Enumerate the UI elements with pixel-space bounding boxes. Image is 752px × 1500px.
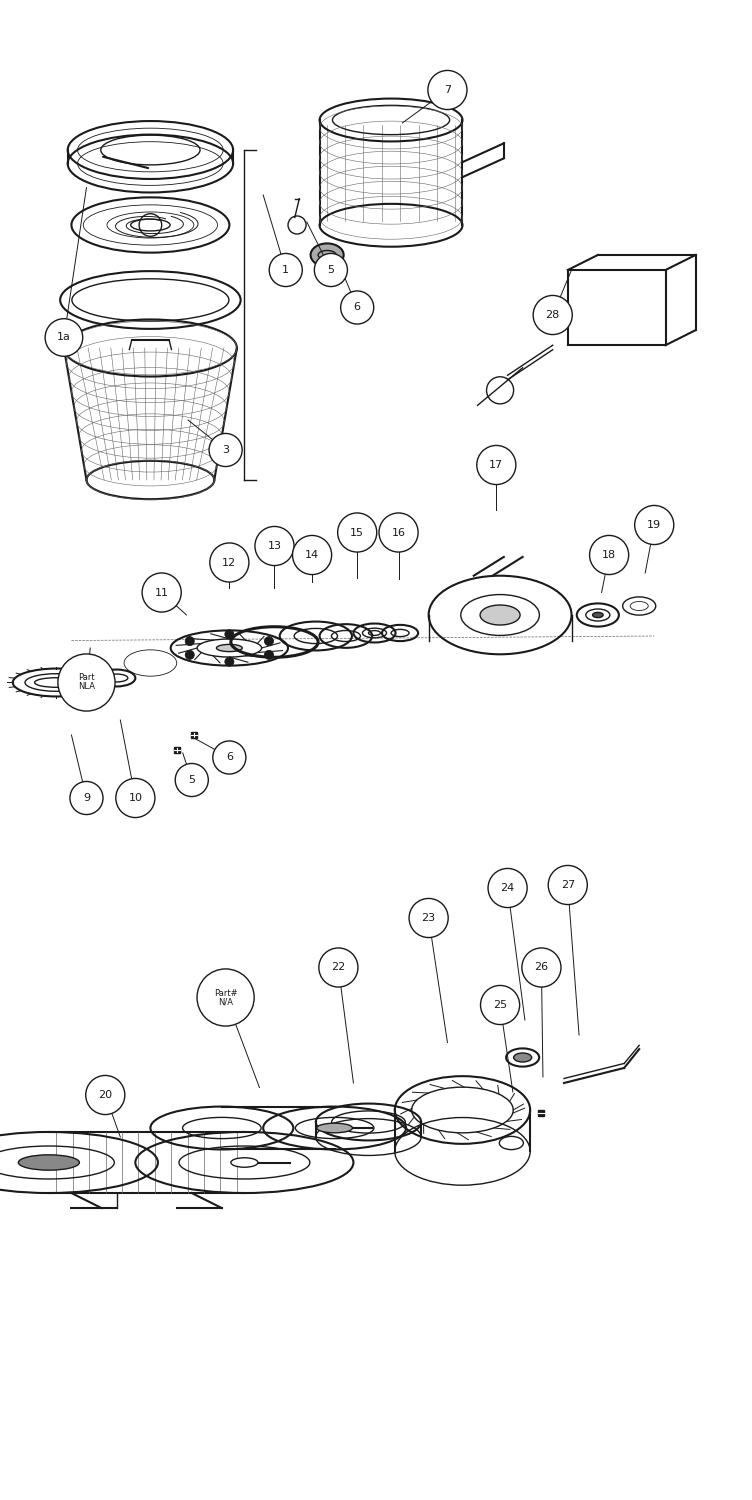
Ellipse shape (488, 868, 527, 907)
Text: 9: 9 (83, 794, 90, 802)
Ellipse shape (341, 291, 374, 324)
Ellipse shape (45, 318, 83, 357)
Ellipse shape (269, 254, 302, 286)
Ellipse shape (213, 741, 246, 774)
Text: 10: 10 (129, 794, 142, 802)
Ellipse shape (311, 243, 344, 267)
Text: 20: 20 (99, 1090, 112, 1100)
Ellipse shape (265, 636, 274, 645)
Text: 1a: 1a (57, 333, 71, 342)
Text: 24: 24 (501, 884, 514, 892)
Bar (568, 270, 666, 345)
Text: 13: 13 (268, 542, 281, 550)
Ellipse shape (480, 604, 520, 625)
Ellipse shape (116, 778, 155, 818)
Ellipse shape (379, 513, 418, 552)
Text: 12: 12 (223, 558, 236, 567)
Text: 18: 18 (602, 550, 616, 560)
Ellipse shape (409, 898, 448, 938)
Text: 11: 11 (155, 588, 168, 597)
Ellipse shape (58, 654, 115, 711)
Text: 1: 1 (282, 266, 290, 274)
Ellipse shape (548, 865, 587, 904)
Ellipse shape (293, 536, 332, 574)
Text: 15: 15 (350, 528, 364, 537)
Ellipse shape (338, 513, 377, 552)
Text: 25: 25 (493, 1000, 507, 1010)
Ellipse shape (317, 1124, 353, 1132)
Ellipse shape (217, 645, 242, 651)
Ellipse shape (590, 536, 629, 574)
Text: 6: 6 (353, 303, 361, 312)
Text: 5: 5 (188, 776, 196, 784)
Text: 5: 5 (327, 266, 335, 274)
Text: 26: 26 (535, 963, 548, 972)
Text: 22: 22 (332, 963, 345, 972)
Text: 27: 27 (561, 880, 575, 890)
Text: Part#
N/A: Part# N/A (214, 988, 238, 1006)
Ellipse shape (209, 433, 242, 466)
Text: 16: 16 (392, 528, 405, 537)
Ellipse shape (185, 651, 194, 660)
Ellipse shape (255, 526, 294, 566)
Ellipse shape (210, 543, 249, 582)
Ellipse shape (635, 506, 674, 544)
Text: 28: 28 (546, 310, 559, 320)
Ellipse shape (225, 657, 234, 666)
Ellipse shape (197, 969, 254, 1026)
Text: 7: 7 (444, 86, 451, 94)
Ellipse shape (428, 70, 467, 110)
Ellipse shape (593, 612, 603, 618)
Text: 14: 14 (305, 550, 319, 560)
Ellipse shape (70, 782, 103, 814)
Ellipse shape (185, 636, 194, 645)
Ellipse shape (314, 254, 347, 286)
Ellipse shape (514, 1053, 532, 1062)
Ellipse shape (175, 764, 208, 796)
Ellipse shape (533, 296, 572, 334)
Ellipse shape (225, 630, 234, 639)
Ellipse shape (522, 948, 561, 987)
Ellipse shape (231, 1158, 258, 1167)
Ellipse shape (265, 651, 274, 660)
Text: 3: 3 (222, 446, 229, 454)
Text: 23: 23 (422, 914, 435, 922)
Ellipse shape (477, 446, 516, 485)
Ellipse shape (18, 1155, 80, 1170)
Text: 19: 19 (647, 520, 661, 530)
Ellipse shape (481, 986, 520, 1024)
Ellipse shape (142, 573, 181, 612)
Text: 17: 17 (490, 460, 503, 470)
Ellipse shape (319, 948, 358, 987)
Text: Part
NLA: Part NLA (78, 674, 95, 692)
Ellipse shape (86, 1076, 125, 1114)
Text: 6: 6 (226, 753, 233, 762)
